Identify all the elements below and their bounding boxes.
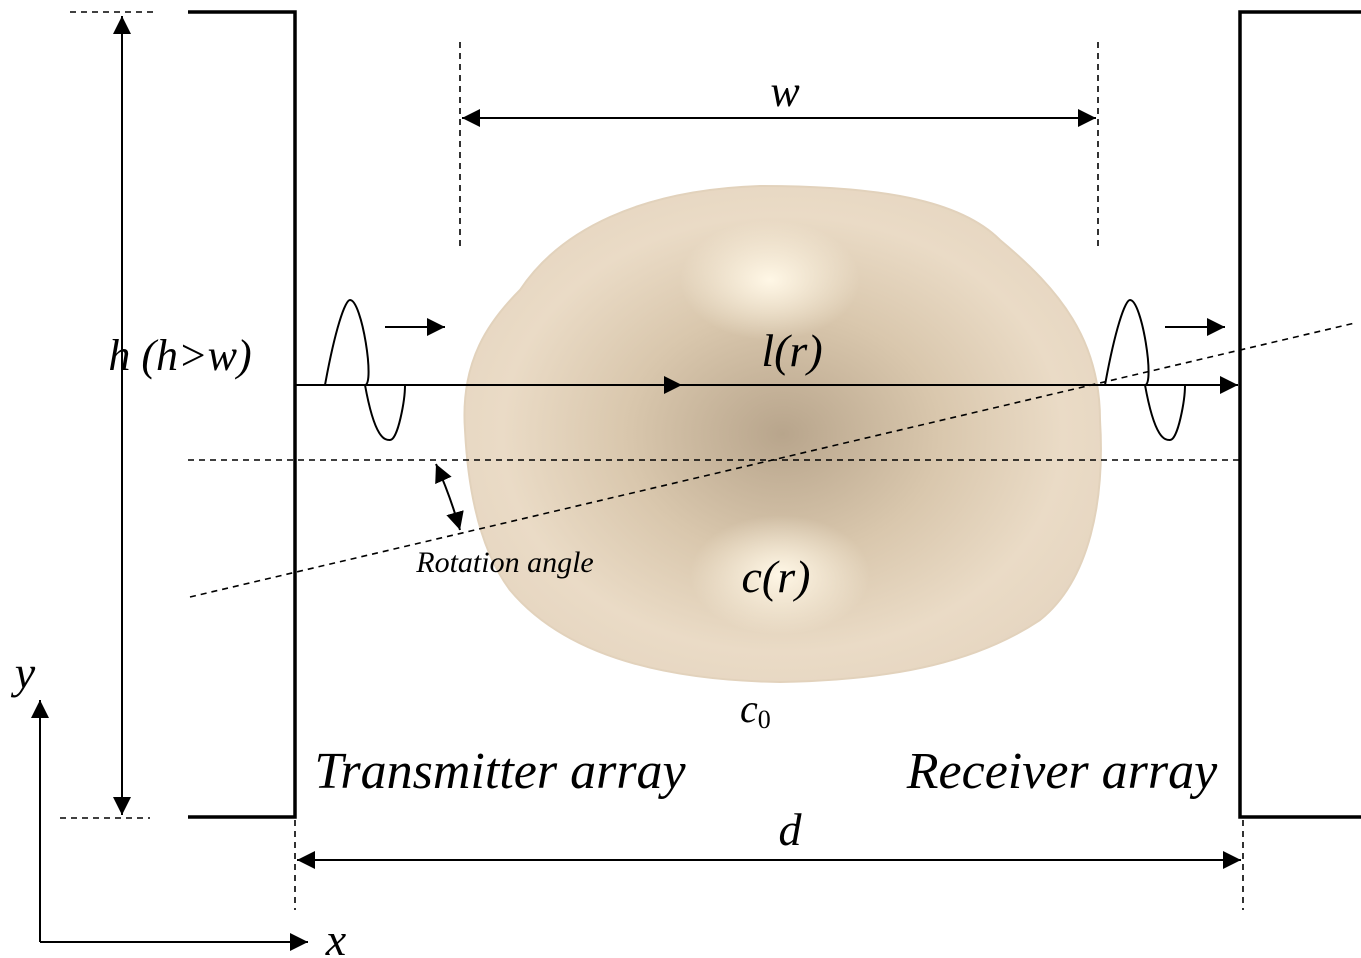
- label: c(r): [742, 551, 811, 602]
- wave: [325, 300, 405, 440]
- label: Transmitter array: [314, 743, 686, 800]
- label: c0: [740, 686, 771, 734]
- label: 0: [758, 705, 771, 734]
- label: h (h>w): [108, 331, 251, 380]
- receiver-array: [1240, 12, 1361, 817]
- label: w: [770, 67, 800, 116]
- label: d: [779, 804, 803, 855]
- transmitter-array: [188, 12, 295, 817]
- angle-arrow: [436, 464, 460, 530]
- specimen: [464, 186, 1100, 682]
- diagram: w h (h>w) l(r) Rotation angle c(r) c0 Tr…: [0, 0, 1361, 958]
- label: y: [11, 647, 36, 698]
- label: Receiver array: [906, 743, 1218, 800]
- label: Rotation angle: [415, 546, 593, 579]
- label: l(r): [761, 325, 822, 376]
- label: x: [325, 914, 347, 958]
- wave: [1105, 300, 1185, 440]
- label: c: [740, 686, 758, 731]
